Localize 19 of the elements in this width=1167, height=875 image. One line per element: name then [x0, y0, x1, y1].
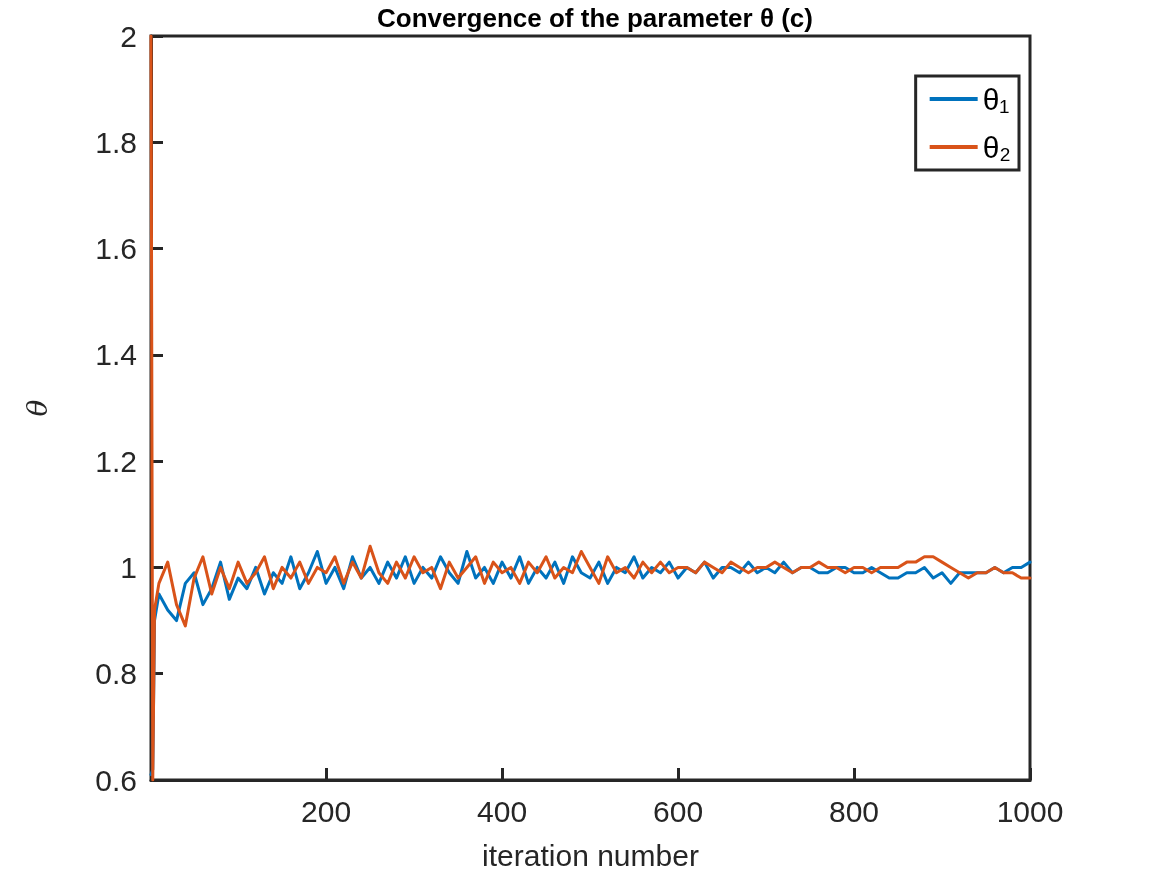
y-tick-label: 1.4: [95, 338, 137, 372]
x-tick-label: 600: [653, 794, 704, 828]
y-tick-label: 2: [120, 19, 137, 53]
y-tick-label: 1.2: [95, 444, 137, 478]
y-tick-label: 1.6: [95, 232, 137, 266]
x-tick-label: 200: [301, 794, 352, 828]
legend-label: θ₁: [982, 82, 1010, 116]
line-series: [149, 34, 1032, 782]
y-tick-label: 0.8: [95, 657, 137, 691]
x-tick-label: 400: [477, 794, 528, 828]
x-tick-label: 1000: [996, 794, 1064, 828]
legend-label: θ₂: [982, 130, 1012, 164]
y-tick-label: 1: [120, 550, 137, 584]
x-axis-title: iteration number: [482, 838, 699, 872]
y-axis-title: θ: [20, 399, 54, 417]
x-tick-label: 800: [828, 794, 880, 828]
y-tick-label: 1.8: [95, 125, 137, 159]
y-tick-label: 0.6: [95, 763, 137, 797]
chart-title: Convergence of the parameter θ (c): [377, 3, 813, 33]
